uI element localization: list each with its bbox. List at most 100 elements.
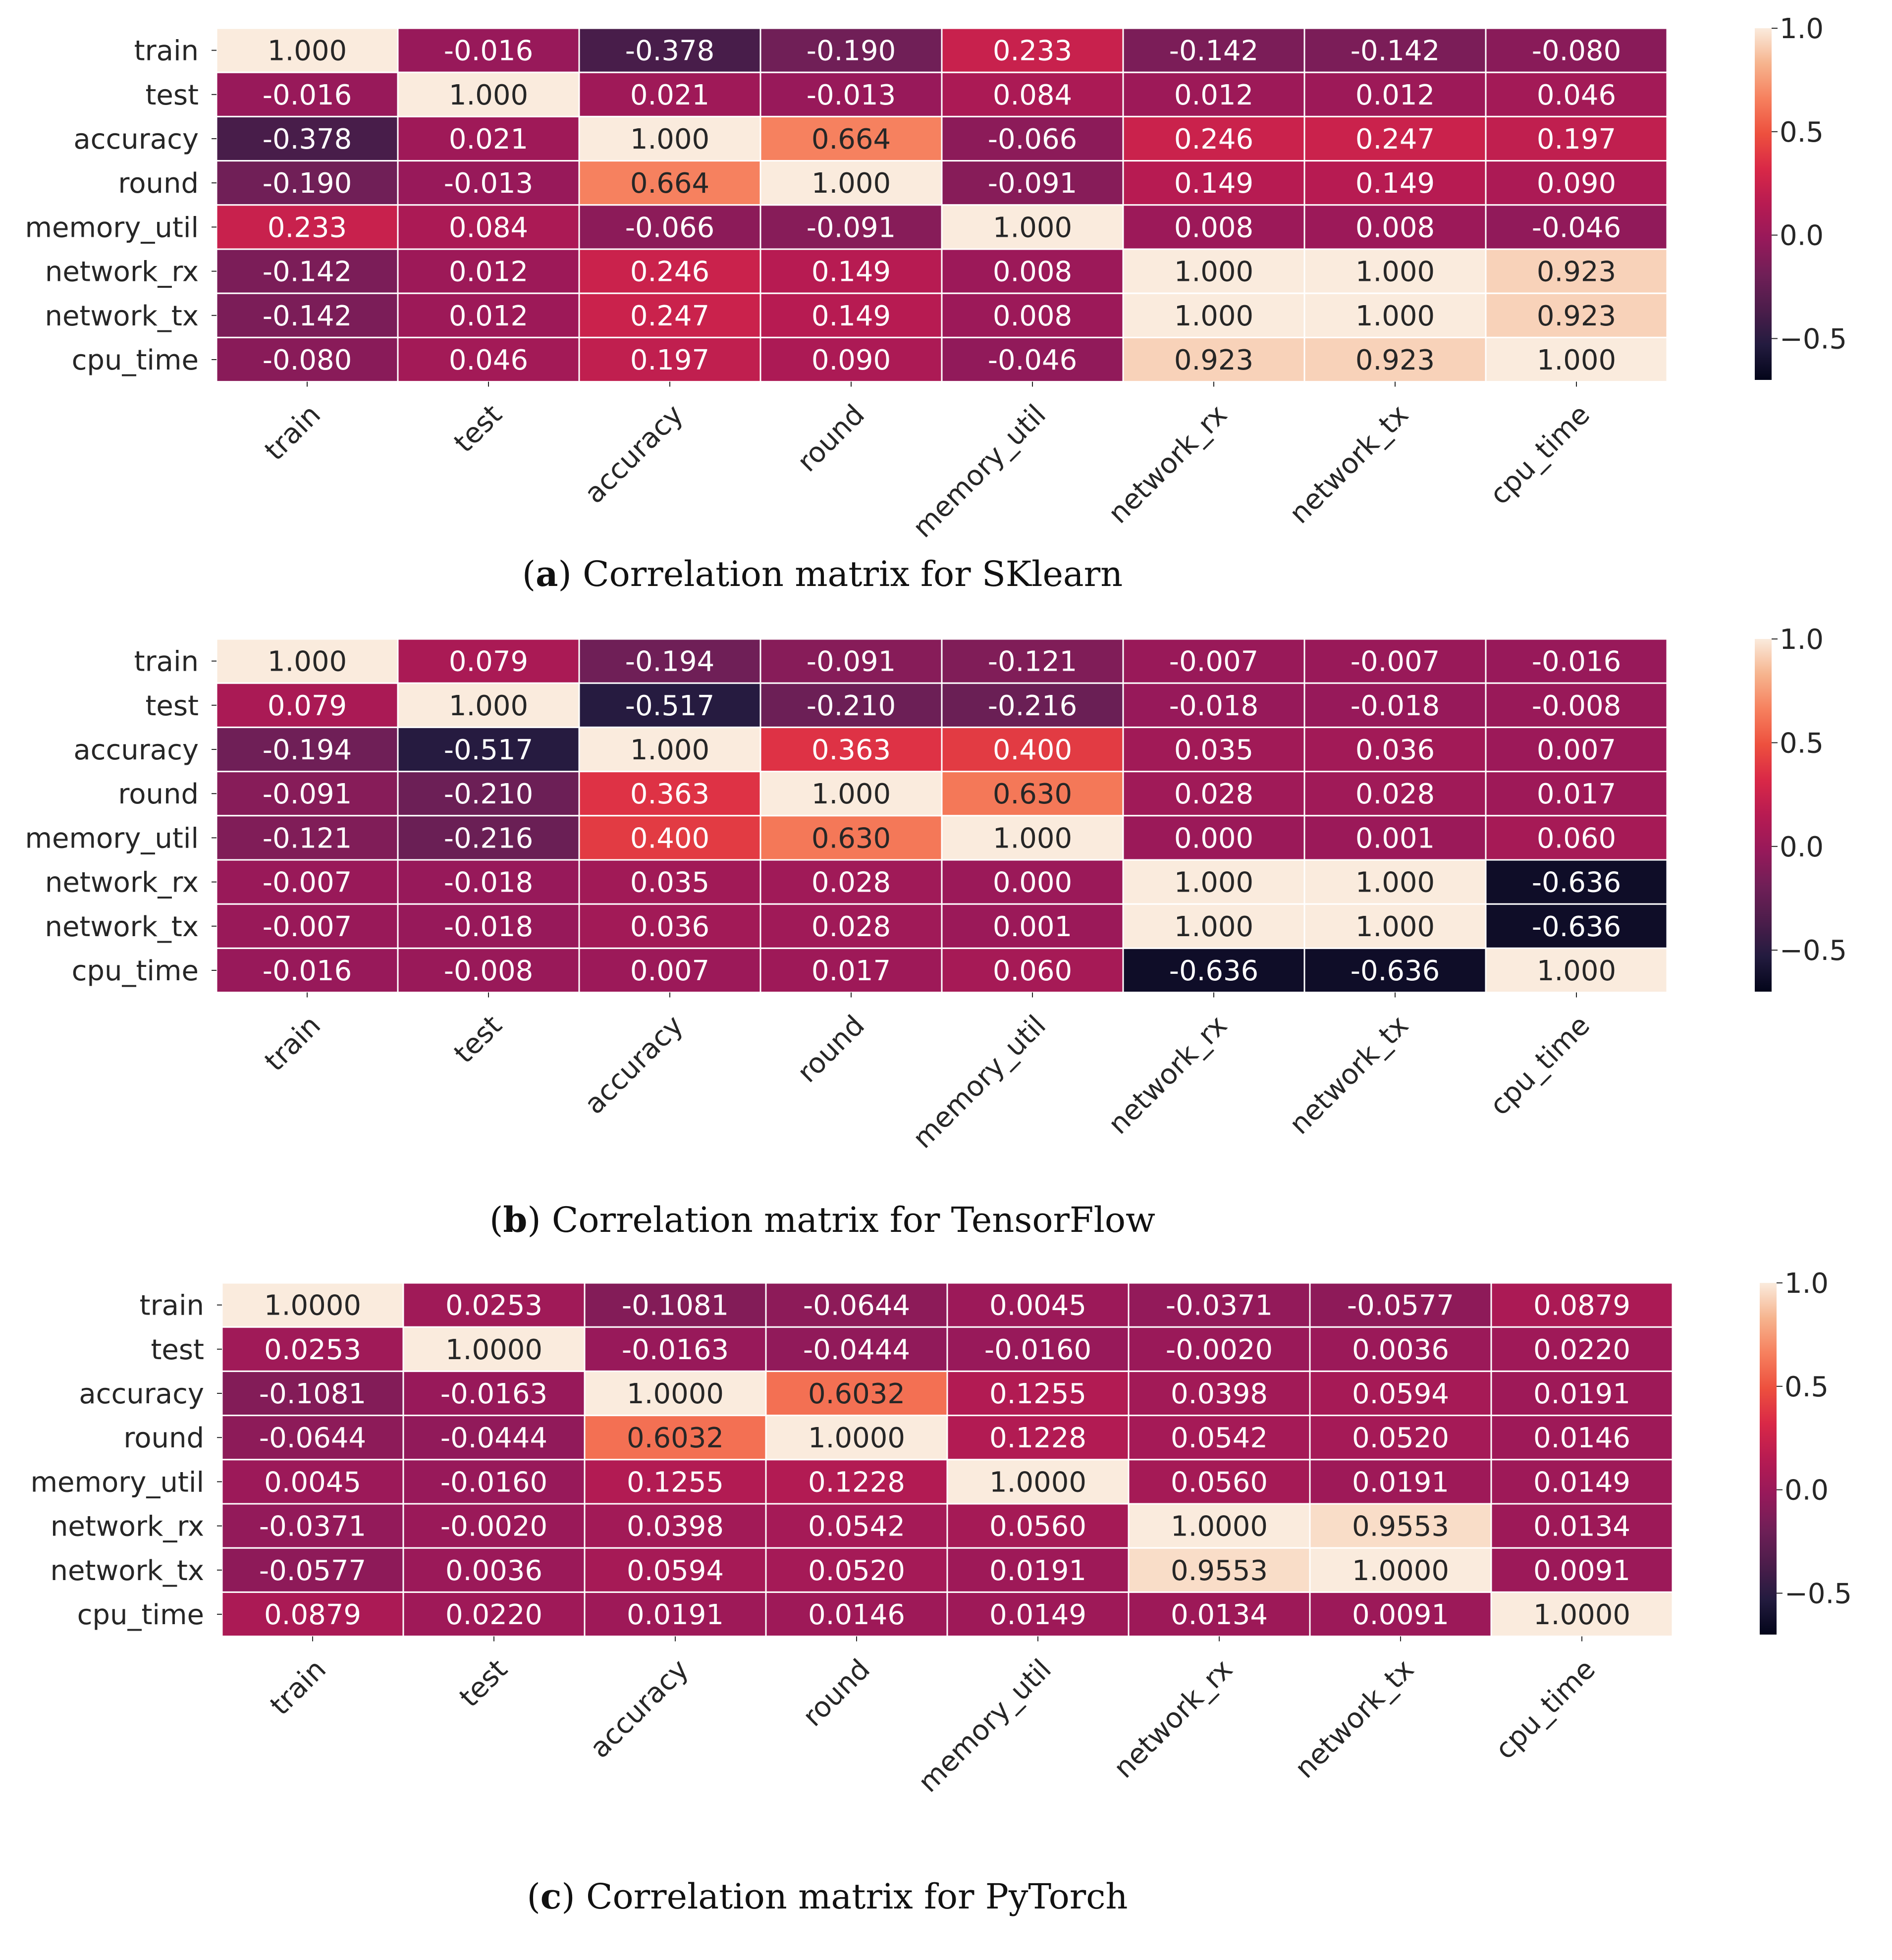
heatmap-cell — [578, 160, 761, 206]
cell-value-label: 0.012 — [449, 256, 528, 288]
heatmap-cell — [1485, 248, 1668, 294]
heatmap-cell — [759, 27, 943, 73]
cell-value-label: 1.000 — [1174, 256, 1253, 288]
colorbar-tick-label: 1.0 — [1780, 13, 1824, 45]
heatmap-cell — [402, 1547, 586, 1593]
heatmap-cell — [578, 726, 761, 773]
heatmap-cell — [946, 1326, 1130, 1372]
cell-value-label: 0.036 — [630, 911, 709, 943]
cell-value-label: 0.149 — [811, 300, 891, 332]
heatmap-cell — [1485, 292, 1668, 338]
cell-value-label: 1.0000 — [264, 1290, 361, 1322]
heatmap-cell — [221, 1591, 404, 1638]
cell-value-label: -0.1081 — [622, 1290, 729, 1322]
caption-letter: c — [541, 1876, 562, 1917]
cell-value-label: -0.091 — [807, 212, 896, 244]
cell-value-label: -0.0644 — [803, 1290, 910, 1322]
cell-value-label: -0.0020 — [440, 1511, 547, 1543]
heatmap-cell — [402, 1370, 586, 1417]
cell-value-label: -0.216 — [988, 690, 1078, 722]
cell-value-label: 0.0220 — [445, 1599, 542, 1631]
heatmap-cell — [1309, 1503, 1492, 1549]
heatmap-cell — [941, 815, 1124, 861]
cell-value-label: -0.1081 — [259, 1378, 366, 1410]
heatmap-cell — [1122, 336, 1305, 383]
y-tick-label: round — [123, 1422, 204, 1454]
heatmap-cell — [1303, 726, 1487, 773]
cell-value-label: 0.923 — [1537, 256, 1616, 288]
heatmap-cell — [1490, 1591, 1674, 1638]
cell-value-label: 0.247 — [630, 300, 709, 332]
y-tick-label: train — [134, 35, 199, 67]
cell-value-label: 0.0560 — [989, 1511, 1086, 1543]
cell-value-label: 0.000 — [1174, 822, 1253, 854]
colorbar-tick-label: −0.5 — [1784, 1578, 1852, 1610]
cell-value-label: 0.197 — [1537, 123, 1616, 156]
heatmap-cell — [1303, 204, 1487, 250]
heatmap-cell — [1122, 27, 1305, 73]
cell-value-label: -0.121 — [263, 822, 352, 854]
cell-value-label: 0.149 — [1355, 167, 1435, 200]
heatmap-cell — [1485, 160, 1668, 206]
cell-value-label: 1.000 — [1174, 867, 1253, 899]
cell-value-label: 1.000 — [811, 778, 891, 810]
heatmap-cell — [1485, 682, 1668, 728]
cell-value-label: 0.9553 — [1352, 1511, 1449, 1543]
heatmap-cell — [1485, 903, 1668, 949]
heatmap-cell — [1303, 947, 1487, 994]
cell-value-label: 0.028 — [811, 867, 891, 899]
heatmap-cell — [1122, 204, 1305, 250]
cell-value-label: 0.233 — [268, 212, 347, 244]
heatmap-cell — [397, 947, 580, 994]
cell-value-label: 0.0520 — [808, 1555, 905, 1587]
heatmap-cell — [1485, 771, 1668, 817]
heatmap-cell — [402, 1503, 586, 1549]
cell-value-label: -0.091 — [263, 778, 352, 810]
heatmap-cell — [578, 336, 761, 383]
cell-value-label: 0.0220 — [1533, 1334, 1630, 1366]
cell-value-label: 1.000 — [1174, 911, 1253, 943]
caption-text: Correlation matrix for TensorFlow — [552, 1200, 1155, 1240]
heatmap-cell — [397, 638, 580, 684]
cell-value-label: 1.000 — [993, 822, 1072, 854]
heatmap-cell — [397, 682, 580, 728]
heatmap-cell — [941, 292, 1124, 338]
heatmap-cell — [578, 204, 761, 250]
cell-value-label: -0.018 — [444, 911, 534, 943]
heatmap-cell — [1122, 682, 1305, 728]
cell-value-label: 0.0253 — [264, 1334, 361, 1366]
colorbar-tick-label: 0.0 — [1784, 1475, 1829, 1507]
cell-value-label: 0.046 — [1537, 79, 1616, 111]
cell-value-label: 0.630 — [811, 822, 891, 854]
cell-value-label: 0.923 — [1537, 300, 1616, 332]
heatmap-cell — [1303, 638, 1487, 684]
heatmap-panel-a: 1.000 -0.016 -0.378 -0.190 0.233 -0.142 -0.142… — [25, 13, 1847, 594]
cell-value-label: 1.000 — [993, 212, 1072, 244]
heatmap-cell — [1485, 336, 1668, 383]
heatmap-cell — [1303, 292, 1487, 338]
cell-value-label: 1.000 — [449, 79, 528, 111]
heatmap-cell — [759, 71, 943, 117]
heatmap-cell — [397, 726, 580, 773]
y-tick-label: network_tx — [50, 1555, 204, 1587]
cell-value-label: -0.046 — [988, 344, 1078, 376]
caption-text: Correlation matrix for SKlearn — [583, 554, 1123, 594]
cell-value-label: 1.000 — [1355, 867, 1435, 899]
cell-value-label: -0.066 — [625, 212, 715, 244]
cell-value-label: -0.0020 — [1166, 1334, 1273, 1366]
cell-value-label: 0.0594 — [627, 1555, 724, 1587]
heatmap-cell — [765, 1591, 948, 1638]
y-tick-label: network_tx — [45, 300, 199, 332]
cell-value-label: 0.0398 — [627, 1511, 724, 1543]
heatmap-cell — [578, 903, 761, 949]
cell-value-label: -0.142 — [1169, 35, 1259, 67]
cell-value-label: 0.149 — [811, 256, 891, 288]
cell-value-label: 0.363 — [811, 734, 891, 766]
cell-value-label: 0.0520 — [1352, 1422, 1449, 1454]
cell-value-label: 0.084 — [993, 79, 1072, 111]
y-tick-label: test — [145, 79, 199, 111]
heatmap-cell — [397, 115, 580, 162]
heatmap-cell — [1485, 947, 1668, 994]
cell-value-label: 0.400 — [630, 822, 709, 854]
heatmap-cell — [578, 292, 761, 338]
